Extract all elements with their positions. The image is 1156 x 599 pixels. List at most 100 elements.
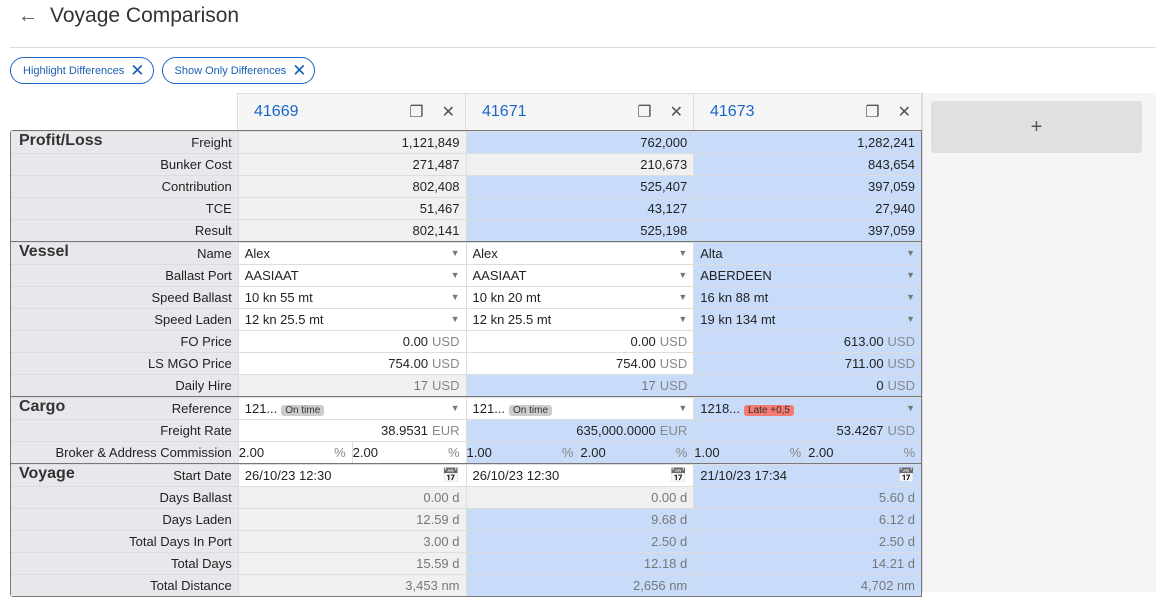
- back-arrow-icon[interactable]: ←: [18, 4, 38, 27]
- dropdown-select[interactable]: 121... On time ▼: [237, 398, 466, 419]
- section-title: Cargo: [19, 398, 66, 415]
- value-cell: 3.00 d: [237, 531, 466, 552]
- dropdown-select[interactable]: 16 kn 88 mt ▼: [693, 287, 921, 308]
- calendar-icon[interactable]: 📅: [669, 467, 688, 483]
- value-cell: 2,656 nm: [465, 575, 694, 596]
- page-title: Voyage Comparison: [50, 4, 240, 27]
- unit: USD: [432, 356, 460, 371]
- value-cell[interactable]: 613.00 USD: [693, 331, 921, 352]
- chevron-down-icon[interactable]: ▼: [906, 403, 915, 413]
- unit: USD: [887, 356, 915, 371]
- value-cell[interactable]: 1,282,241: [693, 132, 921, 153]
- value-cell[interactable]: 38.9531 EUR: [237, 420, 466, 441]
- chevron-down-icon[interactable]: ▼: [678, 314, 688, 324]
- close-icon[interactable]: ✕: [897, 104, 911, 121]
- dropdown-select[interactable]: 19 kn 134 mt ▼: [693, 309, 921, 330]
- dropdown-select[interactable]: AASIAAT ▼: [237, 265, 466, 286]
- dropdown-select[interactable]: 10 kn 55 mt ▼: [237, 287, 466, 308]
- copy-icon[interactable]: ❐: [409, 104, 424, 121]
- percent-input[interactable]: 2.00%: [579, 442, 693, 463]
- table-row: Ballast Port AASIAAT ▼ AASIAAT ▼ ABERDEEN ▼: [11, 264, 921, 286]
- unit: USD: [432, 334, 460, 349]
- dropdown-select[interactable]: 121... On time ▼: [465, 398, 694, 419]
- value-cell[interactable]: 0.00 USD: [465, 331, 694, 352]
- dropdown-select[interactable]: Alex ▼: [237, 243, 466, 264]
- value-cell: 51,467: [237, 198, 466, 219]
- row-label: Freight: [11, 132, 238, 153]
- copy-icon[interactable]: ❐: [637, 104, 652, 121]
- chevron-down-icon[interactable]: ▼: [678, 292, 688, 302]
- percent-input[interactable]: 1.00%: [467, 442, 580, 463]
- value: AASIAAT: [472, 268, 527, 283]
- row-label: Total Days In Port: [11, 531, 238, 552]
- calendar-icon[interactable]: 📅: [897, 467, 915, 483]
- dropdown-select[interactable]: ABERDEEN ▼: [693, 265, 921, 286]
- date-input[interactable]: 26/10/23 12:30 📅: [465, 465, 694, 486]
- calendar-icon[interactable]: 📅: [442, 467, 460, 483]
- dropdown-select[interactable]: 10 kn 20 mt ▼: [465, 287, 694, 308]
- value-cell: 17 USD: [465, 375, 694, 396]
- chevron-down-icon[interactable]: ▼: [678, 248, 688, 258]
- value-cell[interactable]: 43,127: [465, 198, 694, 219]
- dropdown-select[interactable]: AASIAAT ▼: [465, 265, 694, 286]
- value-cell[interactable]: 0 USD: [693, 375, 921, 396]
- value: 12.59 d: [416, 512, 460, 527]
- voyage-id-link[interactable]: 41671: [482, 103, 527, 120]
- date-input[interactable]: 21/10/23 17:34 📅: [693, 465, 921, 486]
- value-cell[interactable]: 27,940: [693, 198, 921, 219]
- value-cell[interactable]: 0.00 USD: [237, 331, 466, 352]
- value-cell: 17 USD: [237, 375, 466, 396]
- chevron-down-icon[interactable]: ▼: [678, 270, 688, 280]
- voyage-id-link[interactable]: 41673: [710, 103, 755, 120]
- unit: USD: [659, 356, 688, 371]
- dropdown-select[interactable]: 12 kn 25.5 mt ▼: [465, 309, 694, 330]
- value: 2.50 d: [651, 534, 688, 549]
- chevron-down-icon[interactable]: ▼: [450, 292, 460, 302]
- close-icon[interactable]: ✕: [441, 104, 455, 121]
- percent-input[interactable]: 2.00%: [807, 442, 921, 463]
- value-cell: 271,487: [237, 154, 466, 175]
- chevron-down-icon[interactable]: ▼: [450, 403, 460, 413]
- value-cell[interactable]: 754.00 USD: [465, 353, 694, 374]
- value-cell[interactable]: 53.4267 USD: [693, 420, 921, 441]
- chevron-down-icon[interactable]: ▼: [906, 248, 915, 258]
- value: 12 kn 25.5 mt: [244, 312, 324, 327]
- chevron-down-icon[interactable]: ▼: [906, 292, 915, 302]
- chevron-down-icon[interactable]: ▼: [906, 270, 915, 280]
- value-cell[interactable]: 525,198: [465, 220, 694, 241]
- dropdown-select[interactable]: 1218... Late +0,5 ▼: [693, 398, 921, 419]
- value-cell[interactable]: 843,654: [693, 154, 921, 175]
- value-cell[interactable]: 754.00 USD: [237, 353, 466, 374]
- value-cell[interactable]: 635,000.0000 EUR: [465, 420, 694, 441]
- value-cell[interactable]: 762,000: [465, 132, 694, 153]
- value-cell[interactable]: 711.00 USD: [693, 353, 921, 374]
- voyage-id-link[interactable]: 41669: [254, 103, 299, 120]
- close-icon[interactable]: ✕: [130, 60, 145, 80]
- value-cell[interactable]: 397,059: [693, 176, 921, 197]
- highlight-differences-chip[interactable]: Highlight Differences ✕: [10, 57, 154, 84]
- unit: EUR: [432, 423, 460, 438]
- date-input[interactable]: 26/10/23 12:30 📅: [237, 465, 466, 486]
- chevron-down-icon[interactable]: ▼: [678, 403, 688, 413]
- section-title: Voyage: [19, 465, 75, 482]
- percent-input[interactable]: 1.00%: [694, 442, 807, 463]
- chevron-down-icon[interactable]: ▼: [450, 248, 460, 258]
- value-cell[interactable]: 525,407: [465, 176, 694, 197]
- dropdown-select[interactable]: Alta ▼: [693, 243, 921, 264]
- divider: [10, 47, 1156, 48]
- dropdown-select[interactable]: 12 kn 25.5 mt ▼: [237, 309, 466, 330]
- chevron-down-icon[interactable]: ▼: [906, 314, 915, 324]
- value: ABERDEEN: [700, 268, 772, 283]
- chevron-down-icon[interactable]: ▼: [450, 270, 460, 280]
- value: 9.68 d: [651, 512, 688, 527]
- close-icon[interactable]: ✕: [292, 60, 307, 80]
- value-cell[interactable]: 397,059: [693, 220, 921, 241]
- copy-icon[interactable]: ❐: [865, 104, 880, 121]
- close-icon[interactable]: ✕: [669, 104, 683, 121]
- percent-input[interactable]: 2.00%: [239, 442, 352, 463]
- percent-input[interactable]: 2.00%: [351, 442, 466, 463]
- chevron-down-icon[interactable]: ▼: [450, 314, 460, 324]
- dropdown-select[interactable]: Alex ▼: [465, 243, 694, 264]
- show-only-differences-chip[interactable]: Show Only Differences ✕: [161, 57, 316, 84]
- add-voyage-button[interactable]: +: [931, 101, 1142, 153]
